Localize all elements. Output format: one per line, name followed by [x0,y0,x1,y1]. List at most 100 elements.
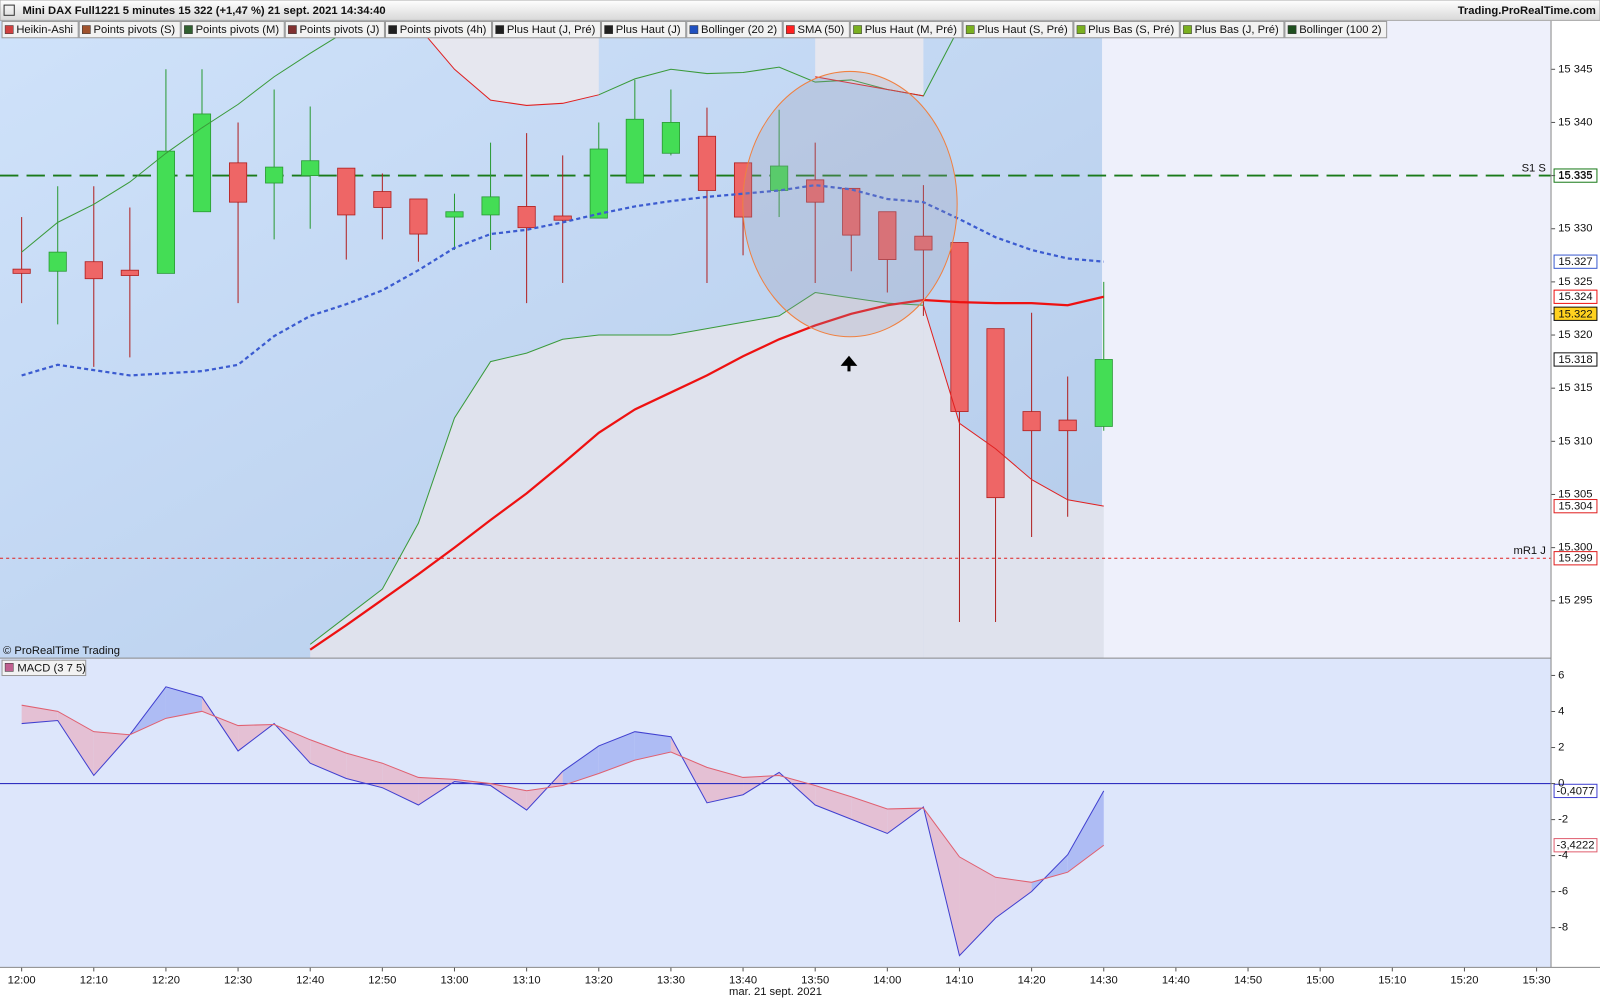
y-tick-label: -2 [1558,814,1568,826]
tab-icon [1183,25,1192,34]
band-area [815,20,924,96]
value-tag [1553,289,1598,304]
tab [1073,20,1180,39]
tab [180,20,285,39]
overlay-line [309,295,1105,651]
y-tick-label: 15 330 [1558,223,1592,235]
x-tick-label: 13:30 [657,975,685,987]
x-tick-label: 13:50 [801,975,829,987]
y-tick-label: -8 [1558,922,1568,934]
tab [492,20,601,39]
band-area [923,305,1104,659]
candle-body [589,148,608,219]
x-tick-label: 12:20 [152,975,180,987]
tab-label: Points pivots (S) [93,24,175,36]
macd-fill [310,739,347,779]
y-tick-label: 0 [1558,778,1564,790]
tab-label: Plus Haut (M, Pré) [865,24,958,36]
tab-icon [604,25,613,34]
x-tick-label: 12:50 [368,975,396,987]
tab-label: SMA (50) [798,24,845,36]
macd-fill [743,772,780,795]
tab [962,20,1074,39]
macd-fill [634,731,671,761]
value-tag-label: 15.324 [1558,291,1592,303]
candle-body [156,150,175,274]
y-tick-label: 15 340 [1558,116,1592,128]
value-tag [1553,254,1598,269]
macd-fill [21,705,58,724]
tab-icon [388,25,397,34]
panel-title-box [1,659,87,677]
tab-label: Plus Bas (S, Pré) [1088,24,1174,36]
tab [78,20,181,39]
candle-body [553,215,572,221]
value-tag [1553,499,1598,514]
x-tick-label: 12:40 [296,975,324,987]
tab [849,20,963,39]
y-tick-label: 2 [1558,741,1564,753]
candle-body [192,113,212,213]
value-tag-label: 15.318 [1558,354,1592,366]
candle-body [409,198,428,235]
candle-body [373,191,392,208]
tab-label: Points pivots (J) [300,24,380,36]
tab [782,20,850,39]
tab-label: Heikin-Ashi [16,24,73,36]
value-tag-label: 15.327 [1558,256,1592,268]
y-tick-label: 6 [1558,669,1564,681]
macd-panel [0,686,1552,957]
macd-line [21,704,1105,883]
tab [600,20,687,39]
value-tag-label: 15.335 [1558,170,1592,182]
overlay-line [418,26,924,106]
tab-icon [288,25,297,34]
candle-body [1022,411,1041,432]
panel-title: MACD (3 7 5) [17,662,86,674]
candle-body [661,122,680,154]
candle-body [878,211,897,260]
candle-body [48,251,67,272]
tab-icon [1076,25,1086,34]
highlight-circle [742,70,958,338]
tab [384,20,493,39]
tab-label: Points pivots (M) [196,24,280,36]
candle-body [301,160,320,177]
y-tick-label: 15 305 [1558,488,1592,500]
x-tick-label: 12:30 [224,975,252,987]
header-title: Mini DAX Full1221 5 minutes 15 322 (+1,4… [22,5,385,17]
tab-icon [4,25,14,34]
x-tick-label: 13:00 [440,975,468,987]
band-area [418,20,599,106]
candle-body [625,118,644,184]
value-tag [1553,838,1598,853]
tab [1179,20,1285,39]
macd-fill [238,723,275,751]
axes: S1 S 15.335 mR1 J 15.299 15.327 15.304 15.324 1… [1,63,1598,998]
tab-label: Plus Haut (S, Pré) [977,24,1068,36]
copyright: © ProRealTime Trading [3,645,120,657]
price-panel [0,20,1552,659]
macd-background [0,658,1552,968]
macd-fill [706,767,744,803]
overlay-line [922,305,1104,507]
x-tick-label: 15:30 [1523,975,1551,987]
y-tick-label: 4 [1558,705,1564,717]
overlay-line [21,184,1104,377]
macd-fill [57,711,94,776]
tab-label: Plus Bas (J, Pré) [1195,24,1279,36]
candle-body [770,165,789,191]
value-tag-label: -0,4077 [1556,785,1594,797]
x-tick-label: 14:10 [945,975,973,987]
tab [1,20,79,39]
candle-body [950,242,969,412]
y-tick-label: 15 345 [1558,63,1592,75]
indicator-tabs: Heikin-Ashi Points pivots (S) Points pivot… [1,20,1388,39]
tab-icon [82,25,91,34]
macd-fill [346,753,383,788]
y-tick-label: 15 295 [1558,595,1592,607]
tab-icon [184,25,193,34]
candle-body [481,196,500,216]
tab-icon [1287,25,1297,34]
x-tick-label: 14:20 [1018,975,1046,987]
